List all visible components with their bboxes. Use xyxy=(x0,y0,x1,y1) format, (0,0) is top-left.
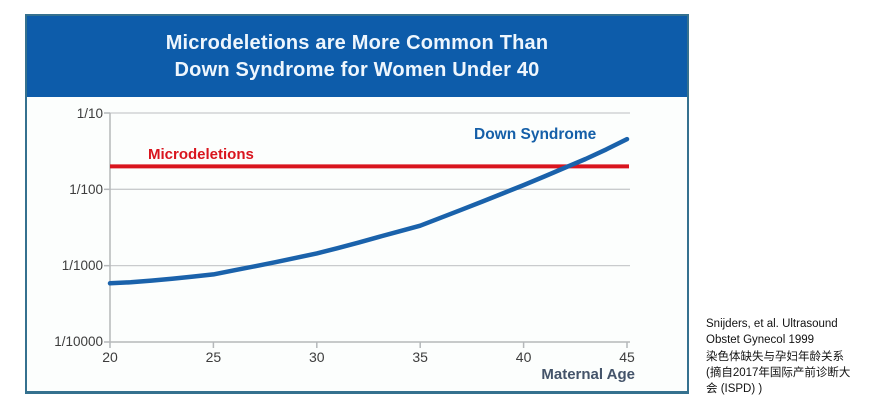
citation-block: Snijders, et al. Ultrasound Obstet Gynec… xyxy=(706,316,878,397)
down-syndrome-series-label: Down Syndrome xyxy=(474,126,597,143)
title-banner: Microdeletions are More Common Than Down… xyxy=(27,16,687,97)
x-tick-label-2: 30 xyxy=(309,349,325,365)
citation-line-5: 会 (ISPD) ) xyxy=(706,383,763,396)
chart-panel: Microdeletions are More Common Than Down… xyxy=(25,14,689,394)
y-tick-label-2: 1/1000 xyxy=(61,258,103,274)
y-tick-label-1: 1/100 xyxy=(69,181,103,197)
chart-title-line1: Microdeletions are More Common Than xyxy=(165,31,549,54)
citation-line-1: Snijders, et al. Ultrasound xyxy=(706,318,838,330)
x-tick-label-5: 45 xyxy=(619,349,635,365)
x-tick-label-3: 35 xyxy=(412,349,428,365)
chart-title-line2: Down Syndrome for Women Under 40 xyxy=(174,58,540,81)
microdeletions-series-label: Microdeletions xyxy=(148,146,254,163)
x-axis-title: Maternal Age xyxy=(541,366,635,383)
y-tick-label-3: 1/10000 xyxy=(54,334,103,350)
y-tick-label-0: 1/10 xyxy=(76,105,103,121)
x-tick-label-1: 25 xyxy=(205,349,222,365)
x-tick-label-4: 40 xyxy=(515,349,532,365)
citation-line-2: Obstet Gynecol 1999 xyxy=(706,334,815,347)
x-tick-label-0: 20 xyxy=(102,349,118,365)
citation-line-3: 染色体缺失与孕妇年龄关系 xyxy=(706,350,844,363)
citation-line-4: (摘自2017年国际产前诊断大 xyxy=(706,366,851,379)
